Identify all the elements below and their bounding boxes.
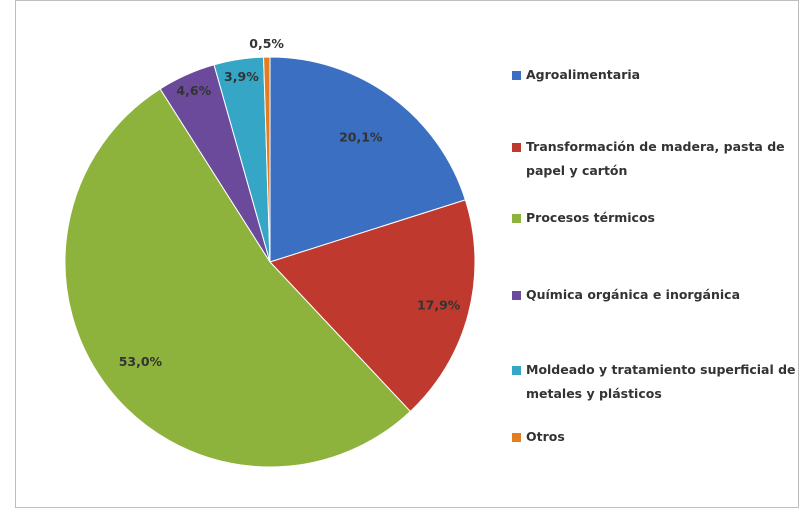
legend-item: Otros (512, 425, 801, 449)
legend-swatch (512, 291, 521, 300)
data-label: 20,1% (339, 129, 383, 144)
legend-label: Procesos térmicos (526, 210, 655, 225)
legend-label: Otros (526, 429, 565, 444)
legend-swatch (512, 143, 521, 152)
legend-label: Transformación de madera, pasta de papel… (526, 139, 785, 178)
legend-label: Agroalimentaria (526, 67, 641, 82)
pie-slice (269, 56, 466, 263)
legend-item: Química orgánica e inorgánica (512, 283, 801, 307)
data-label: 53,0% (119, 354, 163, 369)
legend-item: Agroalimentaria (512, 63, 801, 87)
pie-slice (263, 56, 271, 263)
legend-item: Transformación de madera, pasta de papel… (512, 135, 801, 183)
pie-slice (64, 88, 412, 468)
data-label: 0,5% (249, 36, 284, 51)
legend-swatch (512, 71, 521, 80)
pie-slice (269, 199, 476, 413)
legend-item: Procesos térmicos (512, 206, 801, 230)
data-label: 4,6% (176, 83, 211, 98)
data-label: 17,9% (417, 297, 461, 312)
legend-swatch (512, 366, 521, 375)
data-label: 3,9% (224, 69, 259, 84)
legend-label: Química orgánica e inorgánica (526, 287, 741, 302)
legend-label: Moldeado y tratamiento superficial de me… (526, 362, 796, 401)
legend-item: Moldeado y tratamiento superficial de me… (512, 358, 801, 406)
legend-swatch (512, 214, 521, 223)
chart-frame (15, 0, 799, 508)
legend-swatch (512, 433, 521, 442)
